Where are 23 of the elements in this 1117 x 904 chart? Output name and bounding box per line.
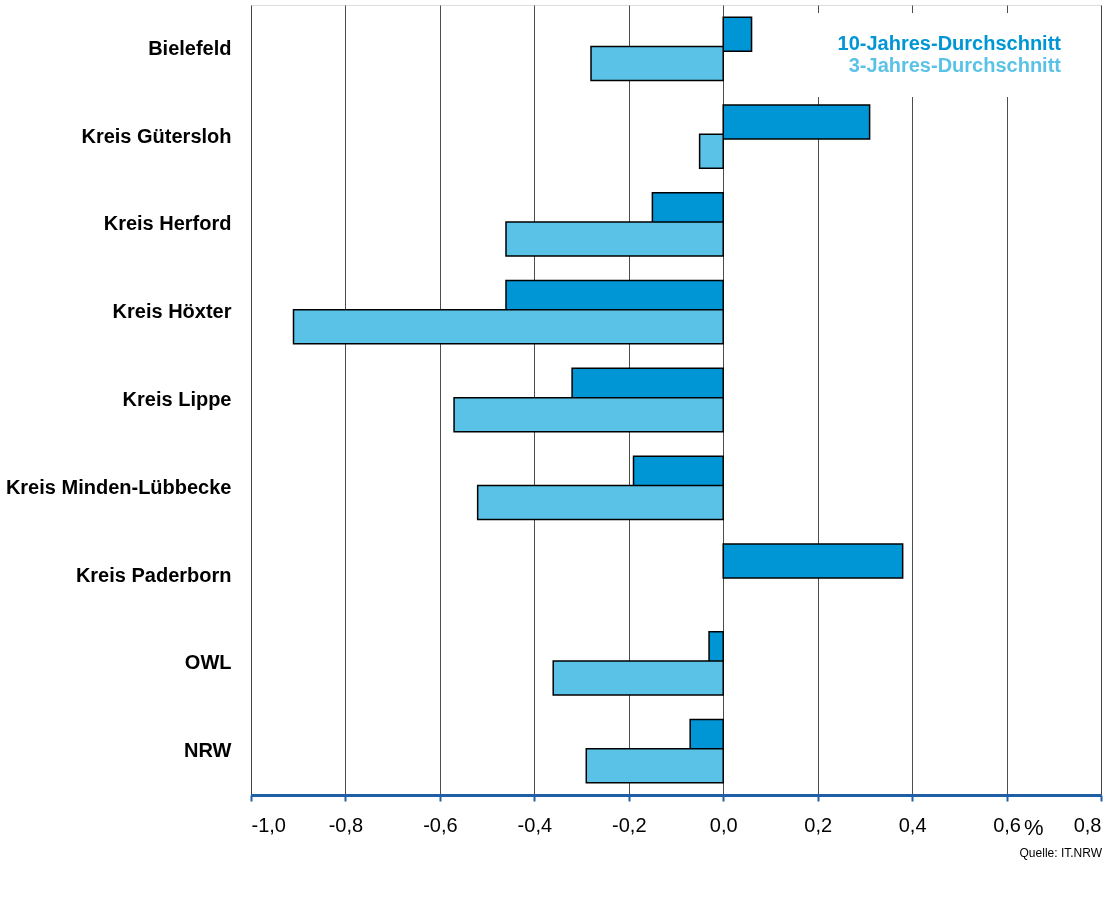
x-tick-label: -0,4 xyxy=(517,813,553,836)
y-tick-label: Kreis Lippe xyxy=(122,388,232,410)
x-tick-label: -1,0 xyxy=(251,813,286,836)
y-tick-label: NRW xyxy=(184,739,232,762)
x-tick-label: 0,8 xyxy=(1073,813,1102,836)
y-tick-label: Bielefeld xyxy=(148,36,232,59)
y-tick-label: Kreis Herford xyxy=(103,212,232,235)
y-tick-label: Kreis Paderborn xyxy=(75,563,232,586)
x-tick-label: 0,4 xyxy=(898,813,927,836)
x-tick-label: 0,6 xyxy=(993,813,1021,836)
text: 3-Jahres-Durchschnitt xyxy=(848,54,1062,76)
y-tick-label: Kreis Höxter xyxy=(112,300,232,323)
y-tick-label: Kreis Gütersloh xyxy=(81,124,232,147)
y-tick-label: OWL xyxy=(184,651,232,674)
x-tick-label: -0,2 xyxy=(612,813,647,836)
x-tick-label: -0,6 xyxy=(423,813,458,836)
x-tick-label: -0,8 xyxy=(328,813,364,836)
source-note: Quelle: IT.NRW xyxy=(1019,846,1103,860)
x-tick-label: 0,2 xyxy=(804,813,833,836)
x-axis-title: % xyxy=(1023,814,1044,840)
x-tick-label: 0,0 xyxy=(709,813,738,836)
y-tick-label: Kreis Minden-Lübbecke xyxy=(5,475,232,498)
text: 10-Jahres-Durchschnitt xyxy=(837,32,1062,54)
